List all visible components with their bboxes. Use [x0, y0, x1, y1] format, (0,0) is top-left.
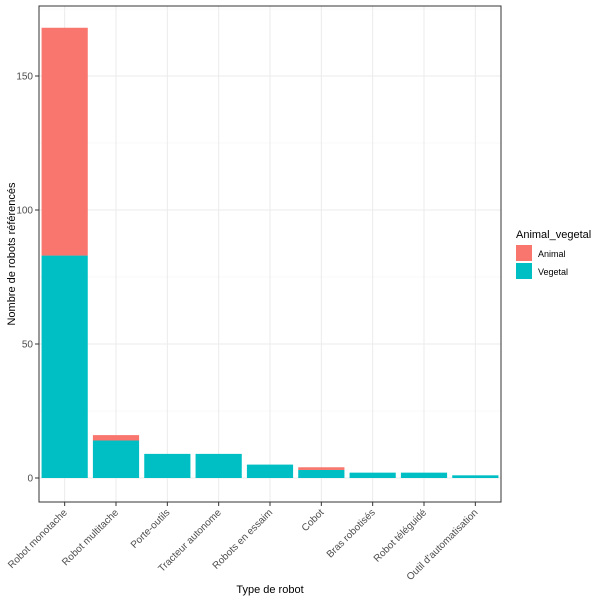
grid-lines: [39, 6, 501, 502]
legend-key-vegetal: [516, 263, 532, 279]
y-tick-label: 100: [16, 206, 33, 217]
bar-vegetal-5: [298, 469, 345, 478]
bar-vegetal-0: [41, 255, 88, 478]
bar-vegetal-4: [246, 464, 294, 478]
legend-key-animal: [516, 245, 532, 261]
y-tick-label: 0: [27, 474, 33, 485]
bar-vegetal-1: [92, 440, 140, 478]
legend-label-animal: Animal: [538, 249, 566, 259]
y-axis: 0 50 100 150: [16, 72, 39, 485]
y-axis-title: Nombre de robots référencés: [6, 182, 18, 326]
bars: [41, 27, 499, 478]
y-tick-label: 50: [22, 340, 34, 351]
bar-animal-0: [41, 27, 88, 256]
bar-vegetal-7: [400, 472, 448, 478]
bar-animal-5: [298, 467, 345, 470]
bar-vegetal-3: [195, 453, 242, 478]
x-axis-title: Type de robot: [236, 584, 303, 596]
bar-animal-1: [92, 435, 140, 441]
bar-vegetal-6: [349, 472, 396, 478]
y-tick-label: 150: [16, 72, 33, 83]
legend-label-vegetal: Vegetal: [538, 267, 568, 277]
bar-vegetal-8: [452, 475, 499, 478]
legend: Animal_vegetal Animal Vegetal: [516, 229, 591, 279]
bar-vegetal-2: [144, 453, 191, 478]
legend-title: Animal_vegetal: [516, 229, 591, 241]
